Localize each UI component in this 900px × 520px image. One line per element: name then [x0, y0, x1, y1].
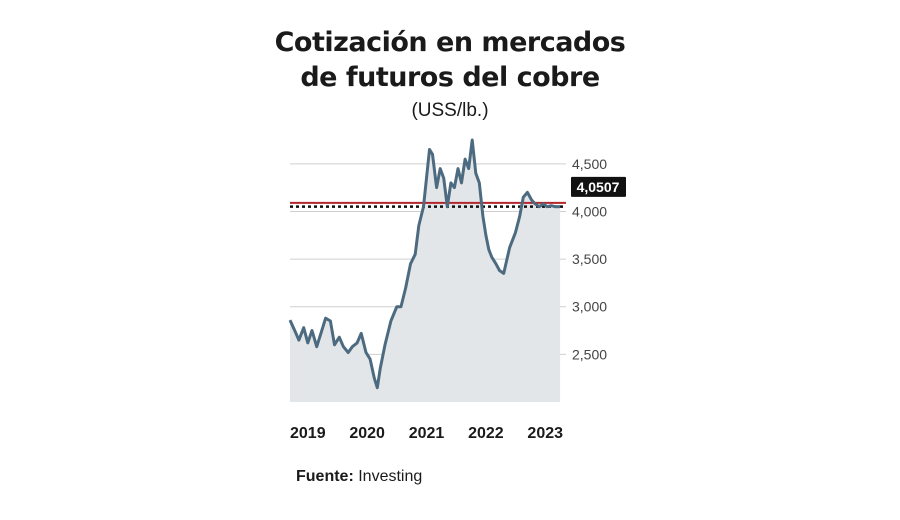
area-fill	[290, 140, 561, 402]
y-tick-label: 3,500	[572, 251, 607, 267]
y-tick-label: 4,000	[572, 203, 607, 219]
x-tick-label: 2022	[468, 425, 504, 442]
chart-title-line2: de futuros del cobre	[300, 62, 600, 93]
series-line	[288, 138, 561, 390]
source-value: Investing	[358, 468, 423, 485]
y-tick-label: 2,500	[572, 346, 607, 362]
chart-title-line1: Cotización en mercados	[274, 27, 626, 58]
source-note: Fuente: Investing	[296, 468, 422, 486]
x-tick-label: 2021	[409, 425, 445, 442]
last-value-badge	[571, 176, 626, 197]
y-tick-label: 3,000	[572, 299, 607, 315]
x-tick-label: 2019	[290, 425, 326, 442]
source-label: Fuente:	[296, 468, 354, 485]
y-tick-label: 4,500	[572, 156, 607, 172]
x-tick-label: 2020	[349, 425, 385, 442]
x-tick-label: 2023	[527, 425, 563, 442]
chart-unit: (USS/lb.)	[411, 100, 489, 121]
last-value-label: 4,0507	[577, 179, 620, 195]
